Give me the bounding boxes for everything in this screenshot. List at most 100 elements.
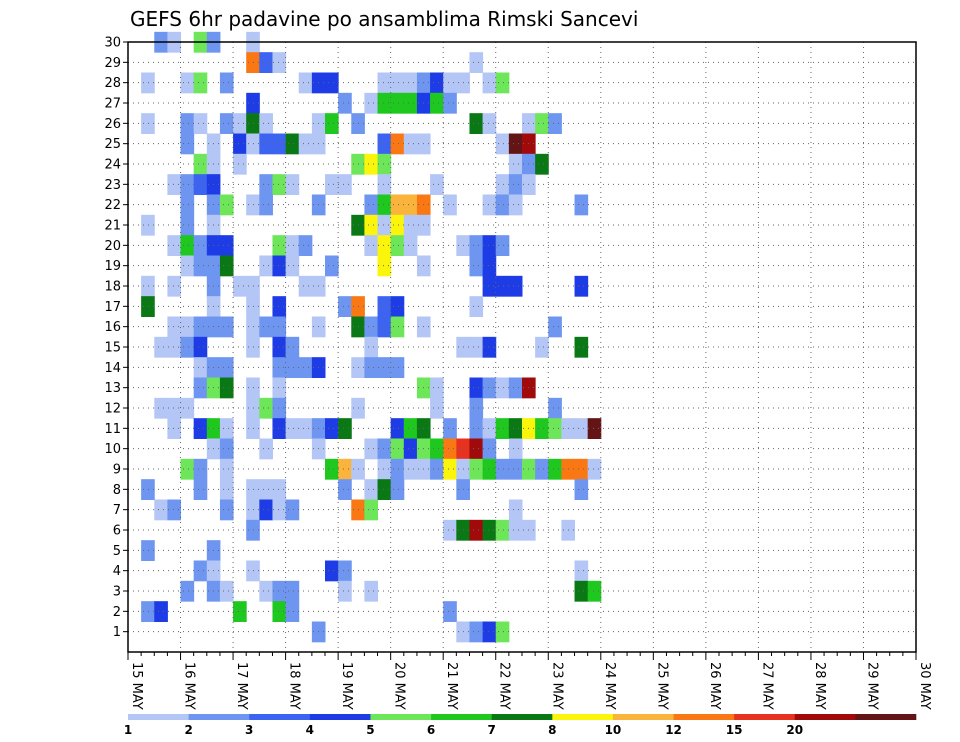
y-tick-label: 20 xyxy=(104,239,121,254)
heatmap-cell xyxy=(377,72,392,94)
heatmap-cell xyxy=(403,133,418,155)
heatmap-cell xyxy=(154,336,168,358)
heatmap-cell xyxy=(233,133,247,155)
heatmap-cell xyxy=(193,458,208,480)
heatmap-cell xyxy=(325,418,339,439)
heatmap-cell xyxy=(167,499,182,521)
heatmap-cell xyxy=(377,133,392,155)
heatmap-cell xyxy=(535,458,549,480)
heatmap-cell xyxy=(141,113,155,134)
x-tick-label: 21 MAY xyxy=(444,662,459,710)
heatmap-cell xyxy=(141,479,155,500)
heatmap-cell xyxy=(548,397,562,419)
heatmap-cell xyxy=(285,255,300,277)
heatmap-cell xyxy=(377,174,392,195)
heatmap-cell xyxy=(482,235,497,256)
heatmap-cell xyxy=(548,458,562,480)
heatmap-cell xyxy=(193,336,208,358)
heatmap-cell xyxy=(495,458,510,480)
heatmap-cell xyxy=(298,235,313,256)
heatmap-cell xyxy=(430,397,444,419)
heatmap-cell xyxy=(390,418,405,439)
heatmap-cell xyxy=(167,174,182,195)
heatmap-cell xyxy=(219,458,234,480)
heatmap-cell xyxy=(193,377,208,399)
heatmap-cell xyxy=(377,438,392,460)
heatmap-cell xyxy=(259,174,273,195)
heatmap-cell xyxy=(430,72,444,94)
y-tick-label: 6 xyxy=(113,524,121,539)
heatmap-cell xyxy=(193,72,208,94)
y-tick-label: 17 xyxy=(104,300,121,315)
heatmap-cell xyxy=(338,580,352,602)
colorbar-swatch xyxy=(552,714,614,720)
heatmap-cell xyxy=(508,194,523,216)
heatmap-cell xyxy=(219,235,234,256)
heatmap-cell xyxy=(259,499,273,521)
heatmap-cell xyxy=(482,113,497,134)
heatmap-cell xyxy=(495,275,510,297)
y-tick-label: 10 xyxy=(104,442,121,457)
heatmap-cell xyxy=(298,133,313,155)
heatmap-cell xyxy=(285,580,300,602)
heatmap-cell xyxy=(272,397,287,419)
heatmap-cell xyxy=(193,316,208,338)
heatmap-cell xyxy=(587,458,602,480)
heatmap-cell xyxy=(482,519,497,541)
y-tick-label: 5 xyxy=(113,544,121,559)
heatmap-cell xyxy=(180,174,195,195)
heatmap-cell xyxy=(495,235,510,256)
heatmap-cell xyxy=(259,438,273,460)
heatmap-cell xyxy=(482,194,497,216)
heatmap-cell xyxy=(508,174,523,195)
heatmap-cell xyxy=(219,580,234,602)
heatmap-cell xyxy=(469,397,484,419)
y-tick-label: 12 xyxy=(104,402,121,417)
y-tick-label: 22 xyxy=(104,198,121,213)
heatmap-cell xyxy=(180,397,195,419)
heatmap-cell xyxy=(259,479,273,500)
heatmap-cell xyxy=(272,418,287,439)
heatmap-cell xyxy=(377,479,392,500)
heatmap-cell xyxy=(390,438,405,460)
y-tick-label: 9 xyxy=(113,463,121,478)
heatmap-cell xyxy=(482,255,497,277)
heatmap-cell xyxy=(377,296,392,317)
heatmap-cell xyxy=(298,357,313,378)
heatmap-cell xyxy=(469,113,484,134)
x-tick-label: 28 MAY xyxy=(812,662,827,710)
heatmap-cell xyxy=(272,601,287,622)
heatmap-cell xyxy=(535,418,549,439)
heatmap-cell xyxy=(508,418,523,439)
heatmap-cell xyxy=(482,438,497,460)
heatmap-cell xyxy=(508,153,523,175)
y-tick-label: 19 xyxy=(104,259,121,274)
heatmap-cell xyxy=(430,377,444,399)
heatmap-cell xyxy=(272,479,287,500)
y-tick-label: 14 xyxy=(104,361,121,376)
heatmap-cell xyxy=(469,296,484,317)
heatmap-cell xyxy=(403,438,418,460)
heatmap-cell xyxy=(338,174,352,195)
heatmap-cell xyxy=(535,336,549,358)
y-tick-label: 18 xyxy=(104,280,121,295)
heatmap-cell xyxy=(193,113,208,134)
heatmap-cell xyxy=(495,194,510,216)
heatmap-cell xyxy=(154,601,168,622)
heatmap-cell xyxy=(325,174,339,195)
heatmap-cell xyxy=(574,479,589,500)
heatmap-cell xyxy=(469,336,484,358)
heatmap-cell xyxy=(272,133,287,155)
y-tick-label: 2 xyxy=(113,605,121,620)
heatmap-cell xyxy=(377,194,392,216)
heatmap-cell xyxy=(390,296,405,317)
y-tick-label: 16 xyxy=(104,320,121,335)
heatmap-cell xyxy=(443,458,457,480)
x-tick-label: 15 MAY xyxy=(129,662,144,710)
heatmap-cell xyxy=(587,580,602,602)
x-tick-label: 25 MAY xyxy=(654,662,669,710)
x-tick-label: 23 MAY xyxy=(549,662,564,710)
heatmap-cell xyxy=(390,357,405,378)
heatmap-cell xyxy=(338,458,352,480)
colorbar-swatch xyxy=(734,714,796,720)
